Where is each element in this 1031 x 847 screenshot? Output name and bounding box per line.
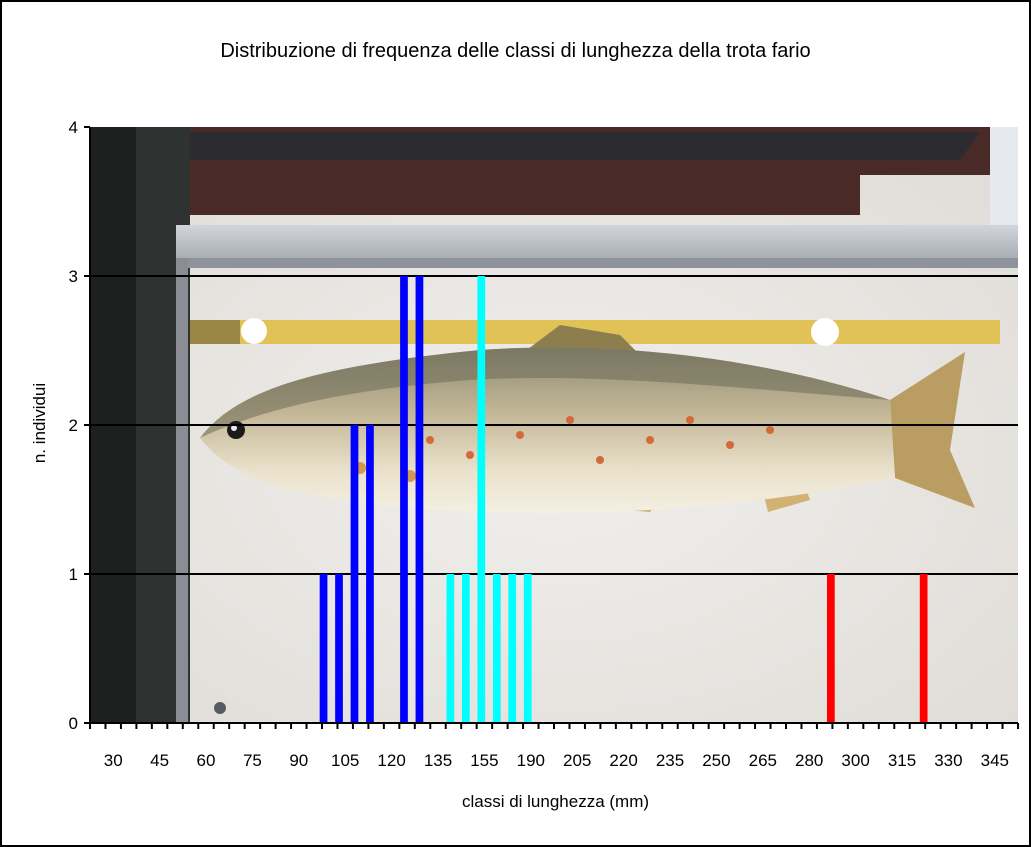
x-tick-label: 60 (197, 751, 216, 770)
x-tick-label: 75 (243, 751, 262, 770)
x-tick-label: 105 (331, 751, 359, 770)
x-tick-label: 155 (470, 751, 498, 770)
bar (508, 574, 517, 723)
x-tick-label: 345 (981, 751, 1009, 770)
x-tick-label: 90 (289, 751, 308, 770)
bar (335, 574, 343, 723)
y-tick-label: 3 (69, 267, 78, 286)
bars (319, 276, 928, 723)
y-tick-label: 4 (69, 118, 78, 137)
y-tick-label: 2 (69, 416, 78, 435)
x-tick-label: 315 (888, 751, 916, 770)
gridlines (90, 275, 1018, 575)
bar (919, 574, 928, 723)
x-tick-label: 220 (609, 751, 637, 770)
y-tick-label: 0 (69, 714, 78, 733)
x-tick-label: 330 (934, 751, 962, 770)
x-tick-label: 45 (150, 751, 169, 770)
y-tick-label: 1 (69, 565, 78, 584)
x-tick-label: 300 (841, 751, 869, 770)
x-tick-label: 250 (702, 751, 730, 770)
bar (477, 276, 486, 723)
bar (415, 276, 424, 723)
x-tick-label: 235 (656, 751, 684, 770)
x-tick-label: 205 (563, 751, 591, 770)
x-tick-label: 280 (795, 751, 823, 770)
bar (446, 574, 455, 723)
x-tick-label: 30 (104, 751, 123, 770)
bar (461, 574, 470, 723)
x-tick-label: 120 (377, 751, 405, 770)
bar (319, 574, 328, 723)
bar (492, 574, 501, 723)
x-tick-label: 135 (424, 751, 452, 770)
chart-title: Distribuzione di frequenza delle classi … (220, 40, 811, 62)
bar (826, 574, 835, 723)
bar (366, 425, 374, 723)
tick-labels: 0 1 2 3 4 30 45 60 75 90 105 120 135 155 190 205 220 235 2… (69, 118, 1009, 770)
x-tick-label: 265 (749, 751, 777, 770)
x-axis-label: classi di lunghezza (mm) (461, 792, 650, 811)
bar (400, 276, 408, 723)
axes (84, 126, 1019, 729)
x-tick-label: 190 (517, 751, 545, 770)
bar (523, 574, 532, 723)
bar (350, 425, 359, 723)
